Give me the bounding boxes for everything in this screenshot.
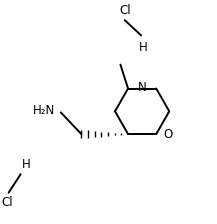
Text: N: N	[138, 81, 146, 94]
Text: Cl: Cl	[2, 196, 13, 209]
Text: O: O	[164, 128, 173, 141]
Text: Cl: Cl	[119, 4, 131, 17]
Text: H: H	[139, 41, 148, 54]
Text: H: H	[22, 158, 30, 171]
Text: H₂N: H₂N	[33, 104, 55, 117]
